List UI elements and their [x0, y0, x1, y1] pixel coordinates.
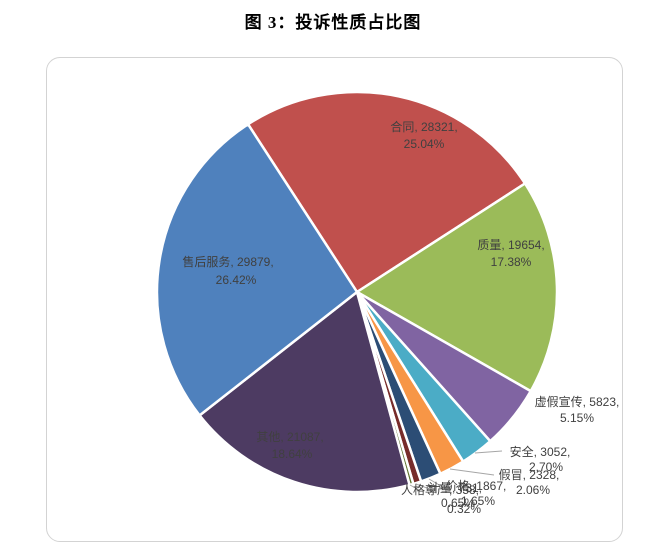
- leader-line-counterfeit: [449, 468, 495, 476]
- slice-label-after-sales-service-pct: 26.42%: [216, 273, 257, 287]
- slice-label-after-sales-service: 售后服务, 29879,: [182, 254, 273, 269]
- pie-slice-others: [197, 289, 412, 494]
- leader-line-personal-dignity: [409, 484, 420, 491]
- leader-line-measurement: [415, 483, 428, 489]
- slice-label-others-pct: 18.64%: [272, 447, 313, 461]
- slice-label-counterfeit-pct: 2.06%: [516, 483, 550, 497]
- slice-label-false-advertising: 虚假宣传, 5823,: [535, 394, 620, 409]
- slice-label-measurement-pct: 0.65%: [441, 496, 475, 510]
- chart-title: 图 3：投诉性质占比图: [244, 13, 422, 32]
- slice-label-contract-pct: 25.04%: [404, 137, 445, 151]
- slice-label-safety: 安全, 3052,: [510, 444, 571, 459]
- leader-line-price: [428, 478, 442, 487]
- slice-label-others: 其他, 21087,: [256, 430, 323, 444]
- leader-line-safety: [474, 450, 503, 454]
- slice-label-quality-pct: 17.38%: [491, 255, 532, 269]
- slice-label-safety-pct: 2.70%: [529, 460, 563, 474]
- slice-label-price-pct: 1.65%: [461, 494, 495, 508]
- slice-label-measurement: 计量, 731,: [428, 481, 482, 495]
- slice-label-personal-dignity-pct: 0.32%: [447, 502, 481, 516]
- pie-slice-quality: [354, 181, 559, 393]
- slice-label-counterfeit: 假冒, 2328,: [499, 468, 560, 482]
- slice-label-contract: 合同, 28321,: [390, 119, 457, 134]
- slice-label-quality: 质量, 19654,: [477, 238, 544, 252]
- slice-label-false-advertising-pct: 5.15%: [560, 411, 594, 425]
- pie-slice-contract: [246, 90, 527, 294]
- slice-label-price: 价格, 1867,: [446, 478, 507, 493]
- slice-label-personal-dignity: 人格尊严, 358,: [401, 482, 479, 497]
- pie-slice-after-sales-service: [155, 122, 359, 418]
